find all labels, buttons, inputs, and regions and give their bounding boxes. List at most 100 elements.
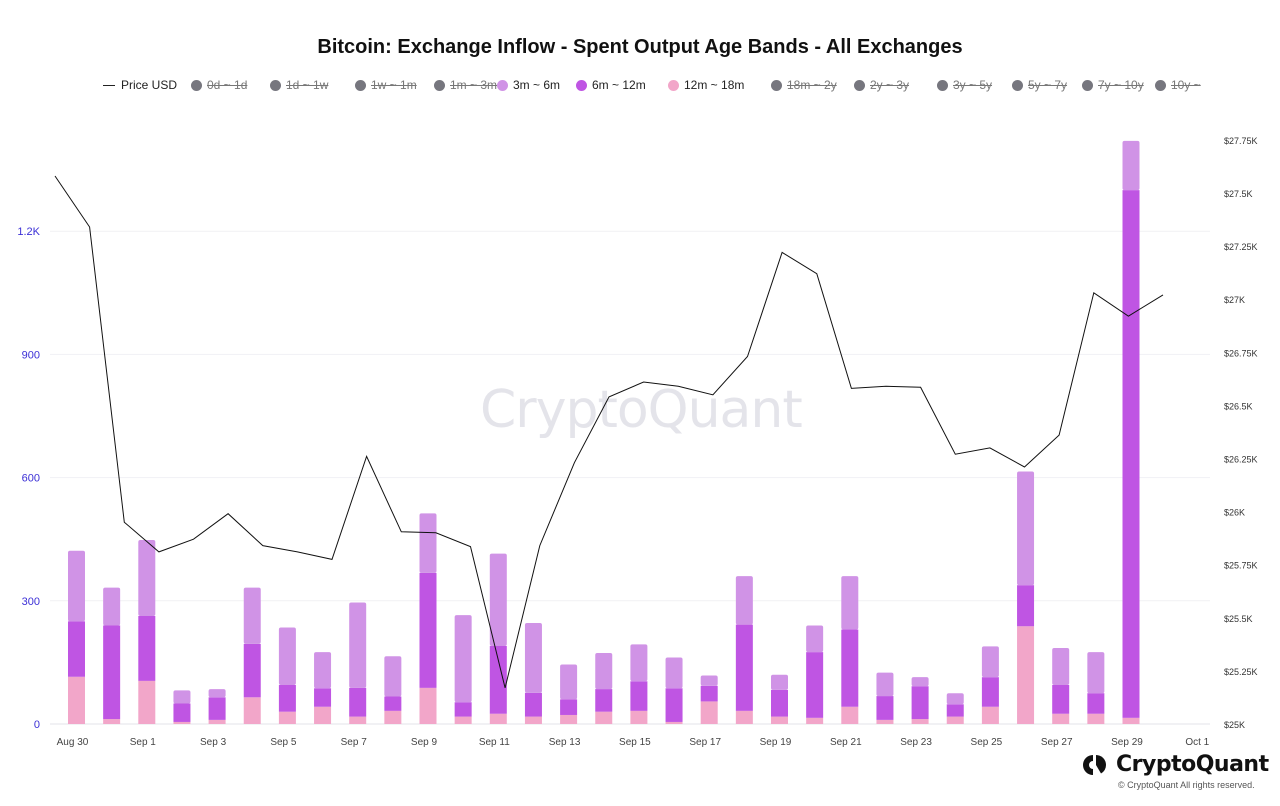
x-tick-label: Sep 11	[479, 737, 510, 748]
bar-segment	[946, 716, 964, 724]
x-tick-label: Sep 1	[130, 737, 157, 748]
bar-segment	[1052, 684, 1070, 714]
legend-item-3m-6m[interactable]: 3m ~ 6m	[497, 78, 560, 92]
legend-label: Price USD	[121, 78, 178, 92]
legend-label: 1m ~ 3m	[450, 78, 498, 92]
bar-segment	[524, 692, 542, 717]
bar-segment	[1017, 471, 1035, 586]
legend-item-7y-10y[interactable]: 7y ~ 10y	[1082, 78, 1144, 92]
bar-segment	[138, 540, 156, 616]
x-tick-label: Sep 19	[760, 737, 792, 748]
bar-segment	[384, 696, 402, 711]
y-right-tick-label: $27K	[1224, 295, 1245, 305]
bar-segment	[454, 716, 472, 724]
y-left-tick-label: 300	[22, 596, 40, 608]
y-right-tick-label: $25K	[1224, 720, 1245, 730]
x-tick-label: Sep 21	[830, 737, 862, 748]
bar-segment	[173, 690, 191, 704]
bar-segment	[1017, 626, 1035, 724]
bar-segment	[1122, 717, 1140, 724]
bar-segment	[138, 680, 156, 724]
bar-segment	[595, 711, 613, 724]
y-right-tick-label: $27.25K	[1224, 242, 1258, 252]
bar-segment	[1087, 713, 1105, 724]
legend-swatch-icon	[434, 79, 445, 91]
legend-label: 3y ~ 5y	[953, 78, 993, 92]
bar-segment	[1122, 140, 1140, 191]
bar-segment	[103, 587, 121, 626]
bar-segment	[595, 652, 613, 690]
bar-segment	[735, 624, 753, 711]
bar-segment	[349, 687, 367, 717]
bar-segment	[103, 719, 121, 724]
y-right-tick-label: $26.25K	[1224, 454, 1258, 464]
legend-item-6m-12m[interactable]: 6m ~ 12m	[576, 78, 646, 92]
bar-segment	[384, 710, 402, 724]
bar-segment	[314, 688, 332, 707]
y-right-tick-label: $25.5K	[1224, 614, 1253, 624]
legend-item-2y-3y[interactable]: 2y ~ 3y	[854, 78, 909, 92]
bar-segment	[68, 676, 85, 724]
bar-segment	[771, 674, 788, 690]
y-right-tick-label: $26K	[1224, 508, 1245, 518]
bar-segment	[208, 719, 226, 724]
x-tick-label: Sep 23	[900, 737, 932, 748]
legend-item-1w-1m[interactable]: 1w ~ 1m	[355, 78, 417, 92]
legend-item-12m-18m[interactable]: 12m ~ 18m	[668, 78, 744, 92]
legend-label: 2y ~ 3y	[870, 78, 910, 92]
bar-segment	[876, 696, 894, 720]
legend-item-5y-7y[interactable]: 5y ~ 7y	[1012, 78, 1067, 92]
bar-segment	[806, 625, 824, 653]
bar-segment	[1087, 652, 1105, 694]
legend-swatch-icon	[1012, 79, 1023, 91]
legend-label: 1d ~ 1w	[286, 78, 329, 92]
bar-segment	[243, 697, 261, 724]
bar-segment	[806, 717, 824, 724]
x-tick-label: Sep 3	[200, 737, 227, 748]
y-right-tick-label: $27.5K	[1224, 189, 1253, 199]
bar-segment	[911, 686, 929, 720]
legend-label: 0d ~ 1d	[207, 78, 248, 92]
bar-segment	[665, 657, 683, 689]
legend-item-1m-3m[interactable]: 1m ~ 3m	[434, 78, 497, 92]
legend-swatch-icon	[270, 79, 281, 91]
bar-segment	[243, 643, 261, 698]
bar-segment	[454, 615, 472, 703]
bar-segment	[489, 713, 507, 724]
bar-segment	[735, 576, 753, 625]
x-tick-label: Sep 27	[1041, 737, 1073, 748]
legend-item-18m-2y[interactable]: 18m ~ 2y	[771, 78, 837, 92]
bar-segment	[876, 719, 894, 724]
bar-segment	[524, 716, 542, 724]
legend-swatch-icon	[103, 84, 115, 86]
legend-item-1d-1w[interactable]: 1d ~ 1w	[270, 78, 328, 92]
x-tick-label: Sep 17	[689, 737, 721, 748]
bar-segment	[349, 716, 367, 724]
bar-segment	[103, 625, 121, 720]
y-left-tick-label: 900	[22, 349, 40, 361]
bar-segment	[489, 645, 507, 714]
bar-segment	[1017, 585, 1035, 627]
chart-legend: Price USD 0d ~ 1d 1d ~ 1w 1w ~ 1m 1m ~ 3m 3m …	[100, 78, 1201, 96]
y-left-tick-label: 0	[34, 719, 40, 731]
bar-segment	[946, 693, 964, 705]
bar-segment	[278, 627, 296, 685]
chart-title: Bitcoin: Exchange Inflow - Spent Output …	[317, 36, 963, 58]
bar-segment	[876, 672, 894, 697]
bar-segment	[489, 553, 507, 646]
bar-segment	[911, 719, 929, 724]
legend-item-3y-5y[interactable]: 3y ~ 5y	[937, 78, 992, 92]
legend-item-10y[interactable]: 10y ~	[1155, 78, 1201, 92]
bar-segment	[630, 681, 648, 711]
y-right-tick-label: $26.75K	[1224, 348, 1258, 358]
legend-item-0d-1d[interactable]: 0d ~ 1d	[191, 78, 247, 92]
bar-segment	[560, 714, 578, 724]
y-right-tick-label: $27.75K	[1224, 136, 1258, 146]
bar-segment	[173, 703, 191, 722]
y-left-tick-label: 1.2K	[17, 226, 40, 238]
bar-segment	[665, 688, 683, 722]
price-usd-line	[54, 175, 1164, 689]
bar-segment	[630, 644, 648, 682]
legend-item-price-usd[interactable]: Price USD	[103, 78, 177, 92]
watermark: CryptoQuant	[480, 380, 803, 440]
